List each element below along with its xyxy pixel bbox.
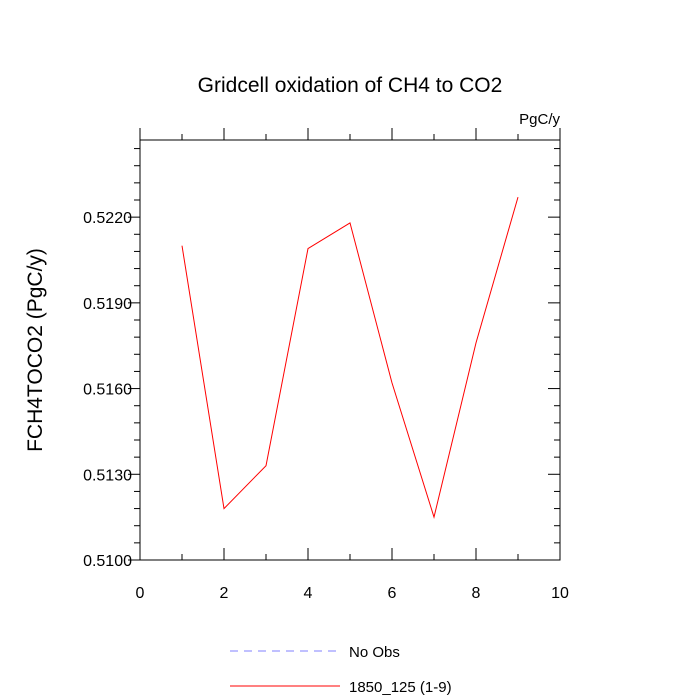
x-tick-label: 10 [551, 585, 569, 602]
series-group [181, 196, 519, 519]
y-tick-labels: 0.5100 0.5130 0.5160 0.5190 0.5220 [83, 210, 132, 570]
axis-ticks [128, 128, 561, 561]
y-tick-label: 0.5220 [83, 210, 132, 227]
y-tick-label: 0.5130 [83, 467, 132, 484]
units-label: PgC/y [519, 111, 560, 128]
x-tick-label: 2 [220, 585, 229, 602]
x-tick-label: 0 [136, 585, 145, 602]
legend-label-1850: 1850_125 (1-9) [349, 679, 452, 696]
series-line-1850-125 [181, 196, 519, 519]
y-tick-label: 0.5100 [83, 553, 132, 570]
y-axis-label: FCH4TOCO2 (PgC/y) [24, 248, 47, 452]
plot-frame [139, 139, 561, 561]
x-tick-label: 4 [304, 585, 313, 602]
x-tick-label: 6 [388, 585, 397, 602]
y-tick-label: 0.5190 [83, 296, 132, 313]
y-tick-label: 0.5160 [83, 382, 132, 399]
x-tick-labels: 0 2 4 6 8 10 [136, 585, 569, 602]
chart-title: Gridcell oxidation of CH4 to CO2 [198, 74, 503, 97]
legend: No Obs 1850_125 (1-9) [230, 644, 452, 696]
x-tick-label: 8 [472, 585, 481, 602]
legend-label-no-obs: No Obs [349, 644, 400, 661]
